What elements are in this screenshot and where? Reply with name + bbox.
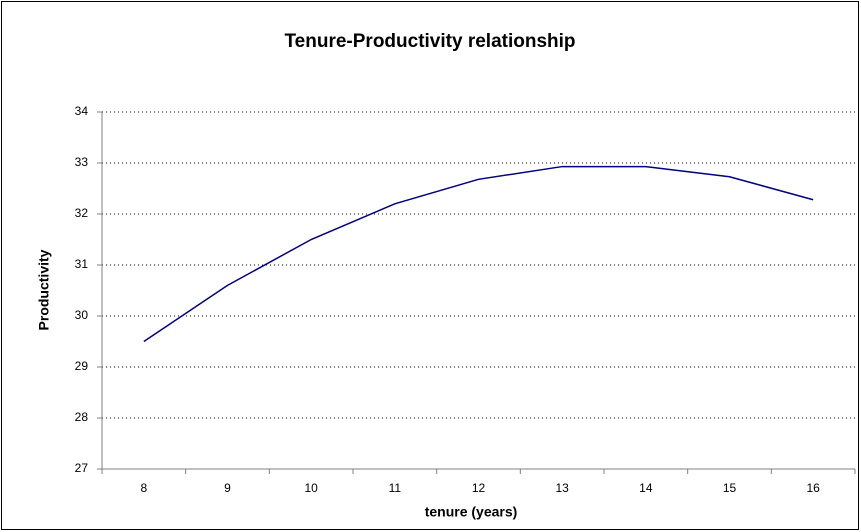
x-tick-label: 16: [806, 481, 820, 495]
x-axis-label: tenure (years): [425, 504, 518, 520]
y-tick-label: 30: [75, 308, 89, 322]
data-line: [143, 165, 814, 343]
y-tick-label: 28: [75, 410, 89, 424]
x-tick-label: 14: [639, 481, 653, 495]
y-tick-label: 29: [75, 359, 89, 373]
y-tick-label: 33: [75, 155, 89, 169]
x-tick-label: 12: [472, 481, 486, 495]
x-tick-label: 13: [555, 481, 569, 495]
x-tick-label: 15: [723, 481, 737, 495]
y-axis-label: Productivity: [36, 249, 52, 330]
y-tick-label: 31: [75, 257, 89, 271]
x-tick-label: 10: [304, 481, 318, 495]
x-tick-label: 9: [224, 481, 231, 495]
chart-title: Tenure-Productivity relationship: [284, 31, 575, 52]
x-tick-label: 11: [389, 481, 402, 495]
y-tick-label: 32: [75, 206, 89, 220]
y-tick-label: 27: [75, 461, 89, 475]
y-tick-label: 34: [75, 104, 89, 118]
x-tick-label: 8: [140, 481, 147, 495]
